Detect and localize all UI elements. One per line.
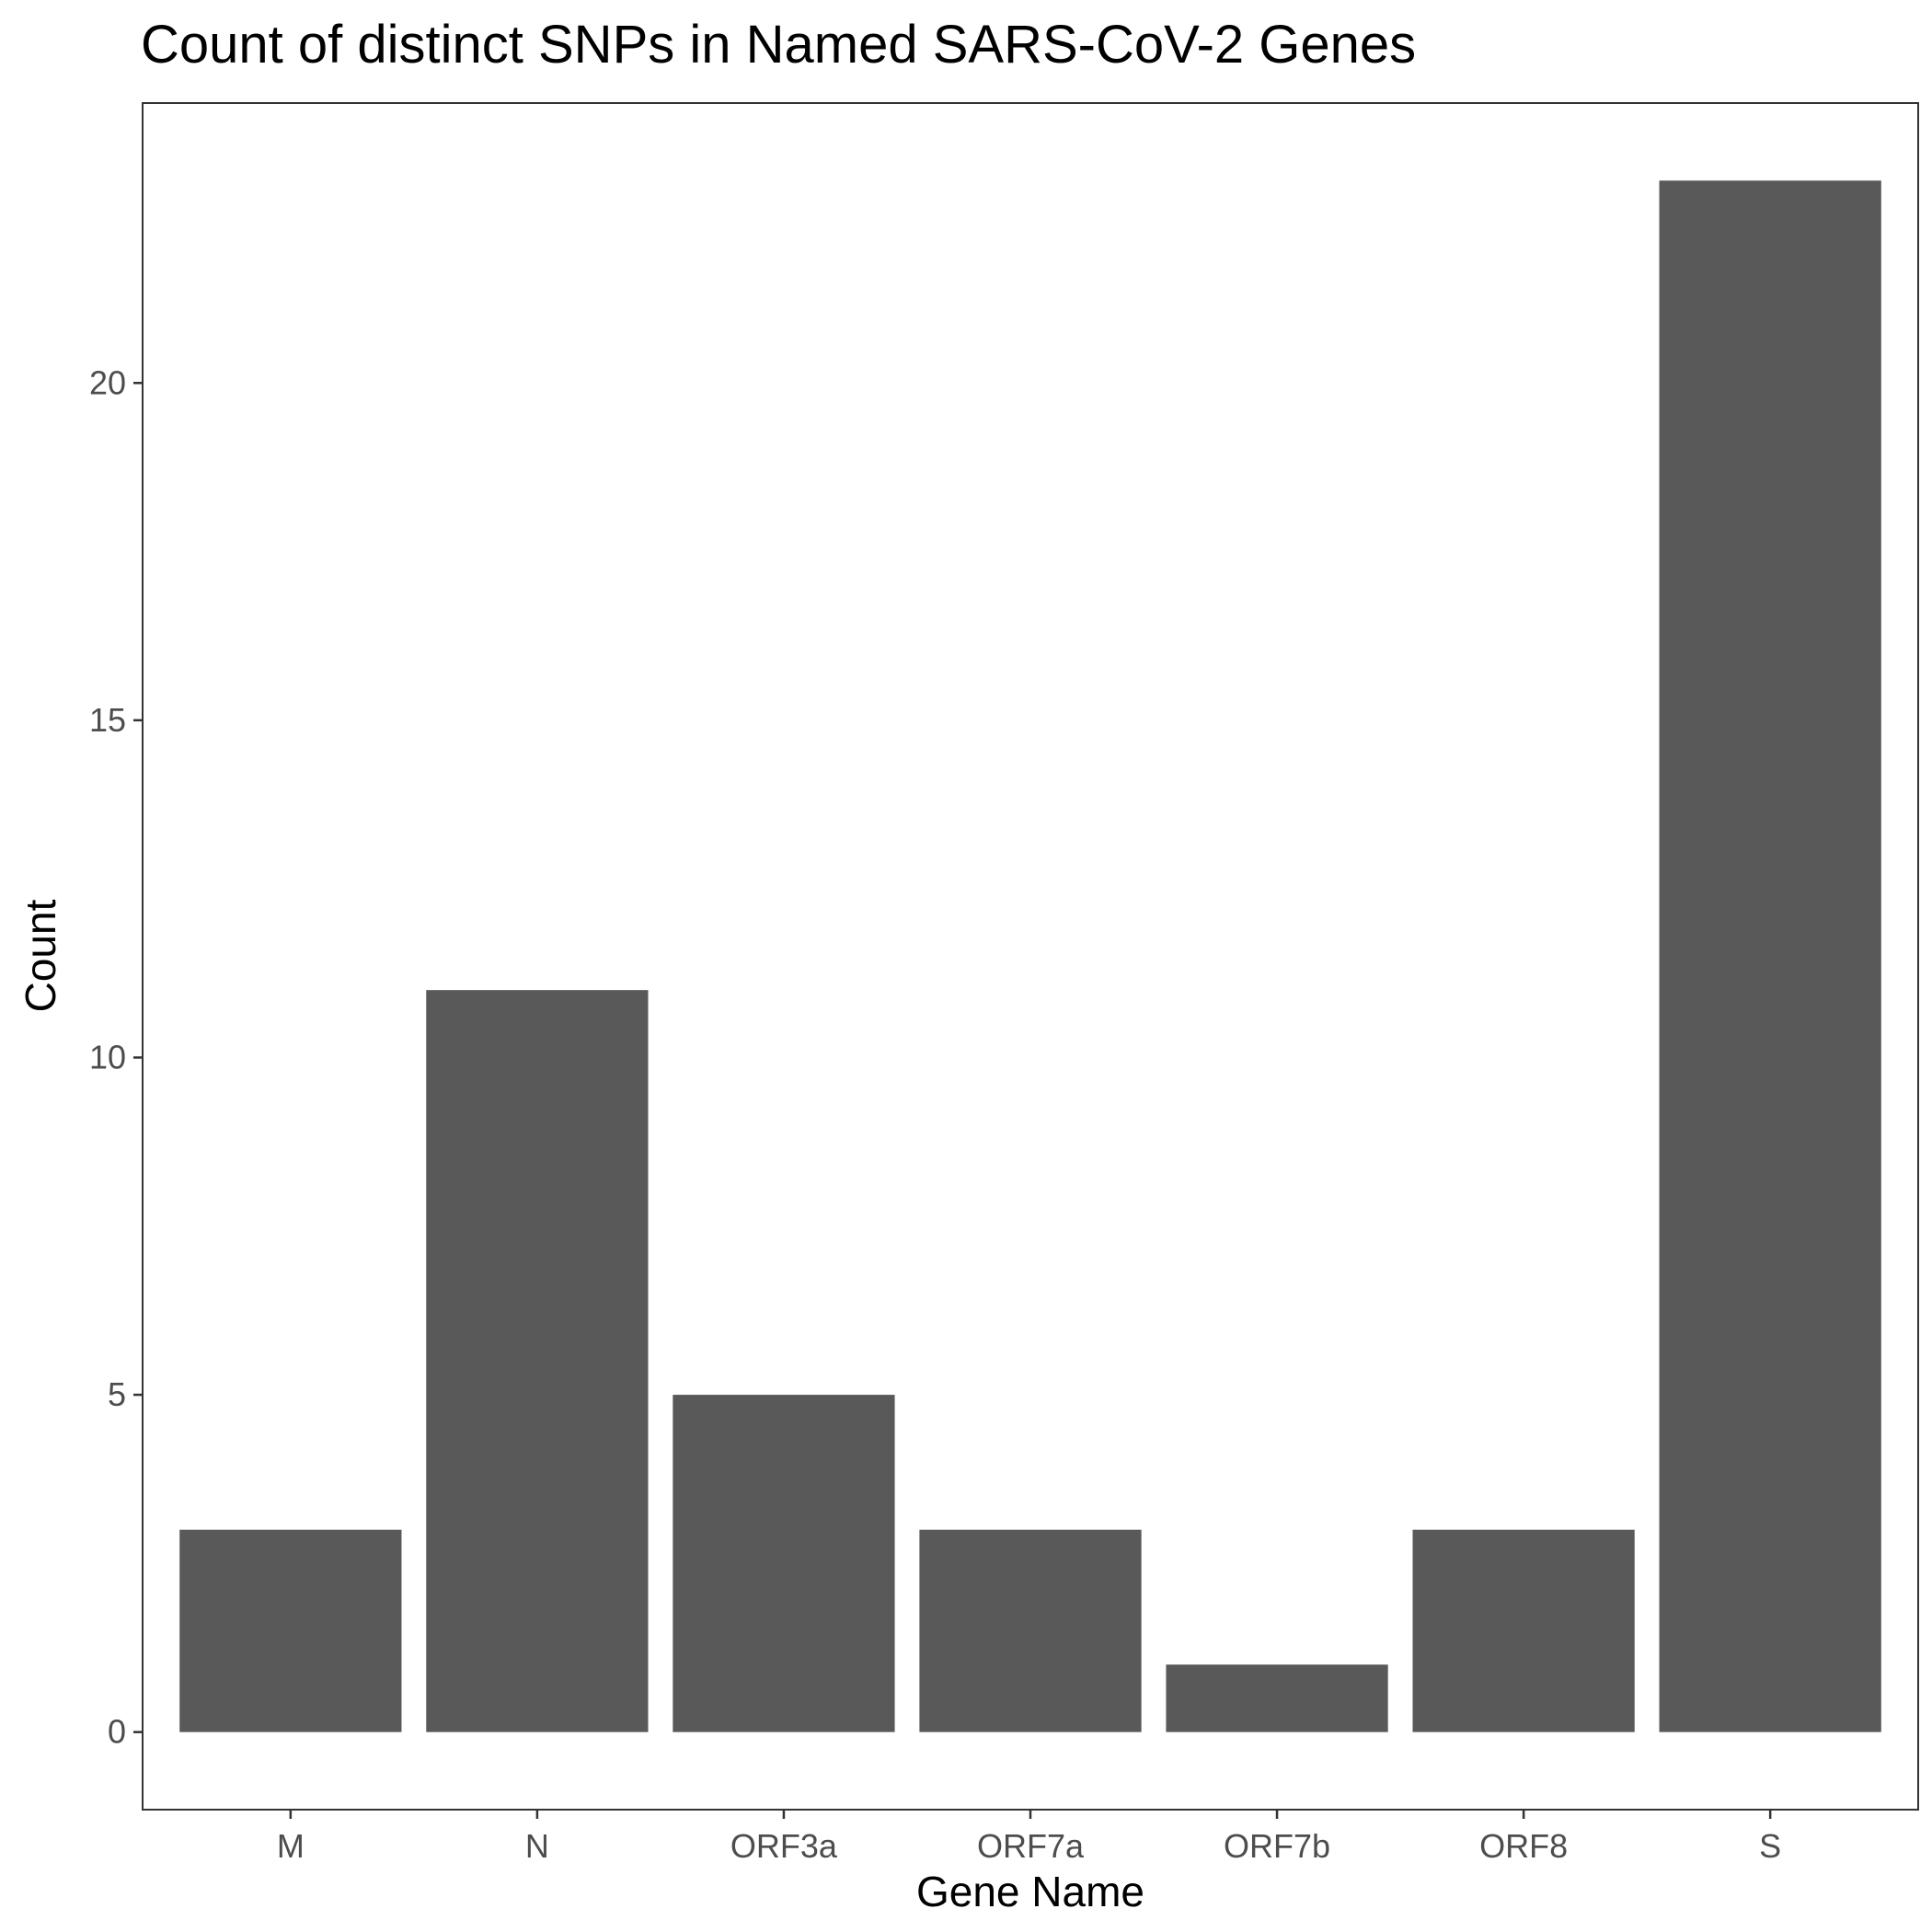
bar-orf7a	[919, 1529, 1142, 1732]
x-tick-label: ORF3a	[730, 1827, 838, 1865]
bar-orf3a	[673, 1395, 895, 1732]
x-tick-label: S	[1759, 1827, 1781, 1865]
x-tick-label: ORF7b	[1224, 1827, 1330, 1865]
y-axis: 0 5 10 15 20	[89, 363, 143, 1751]
y-tick-label: 10	[89, 1038, 126, 1075]
y-tick-label: 0	[108, 1713, 126, 1751]
y-axis-title: Count	[17, 899, 64, 1012]
y-tick-label: 15	[89, 701, 126, 739]
plot-panel-border	[142, 102, 1919, 1811]
x-axis: M N ORF3a ORF7a ORF7b ORF8 S	[277, 1810, 1781, 1865]
y-tick-label: 5	[108, 1375, 126, 1413]
y-tick-label: 20	[89, 363, 126, 401]
x-axis-title: Gene Name	[916, 1868, 1144, 1915]
x-tick-label: ORF7a	[977, 1827, 1085, 1865]
bars-layer	[179, 180, 1881, 1732]
bar-orf7b	[1166, 1664, 1388, 1732]
bar-s	[1659, 180, 1881, 1732]
x-tick-label: ORF8	[1479, 1827, 1568, 1865]
chart-title: Count of distinct SNPs in Named SARS-CoV…	[141, 15, 1416, 75]
bar-m	[179, 1529, 402, 1732]
bar-orf8	[1412, 1529, 1635, 1732]
x-tick-label: M	[277, 1827, 305, 1865]
x-tick-label: N	[525, 1827, 549, 1865]
bar-n	[426, 990, 649, 1732]
